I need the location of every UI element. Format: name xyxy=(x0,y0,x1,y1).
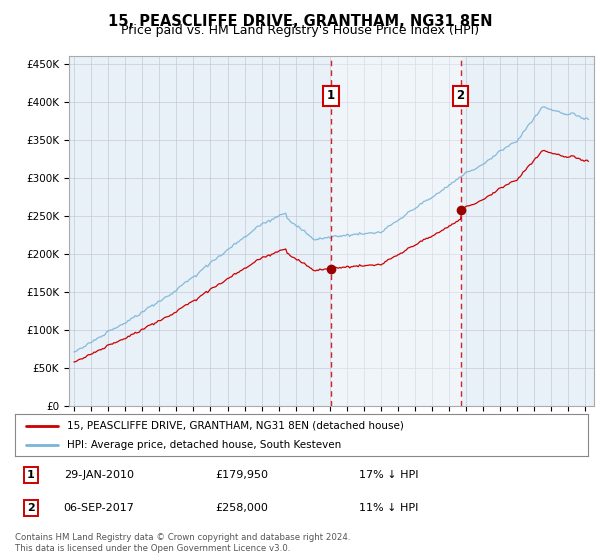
Text: £258,000: £258,000 xyxy=(215,503,268,513)
Text: Contains HM Land Registry data © Crown copyright and database right 2024.
This d: Contains HM Land Registry data © Crown c… xyxy=(15,533,350,553)
Text: 2: 2 xyxy=(27,503,35,513)
Text: £179,950: £179,950 xyxy=(215,470,269,480)
Text: 1: 1 xyxy=(27,470,35,480)
Text: 17% ↓ HPI: 17% ↓ HPI xyxy=(359,470,418,480)
Text: 06-SEP-2017: 06-SEP-2017 xyxy=(64,503,134,513)
Text: HPI: Average price, detached house, South Kesteven: HPI: Average price, detached house, Sout… xyxy=(67,440,341,450)
Text: 2: 2 xyxy=(457,89,464,102)
Text: Price paid vs. HM Land Registry's House Price Index (HPI): Price paid vs. HM Land Registry's House … xyxy=(121,24,479,37)
Text: 11% ↓ HPI: 11% ↓ HPI xyxy=(359,503,418,513)
Text: 15, PEASCLIFFE DRIVE, GRANTHAM, NG31 8EN: 15, PEASCLIFFE DRIVE, GRANTHAM, NG31 8EN xyxy=(108,14,492,29)
Text: 1: 1 xyxy=(327,89,335,102)
Text: 15, PEASCLIFFE DRIVE, GRANTHAM, NG31 8EN (detached house): 15, PEASCLIFFE DRIVE, GRANTHAM, NG31 8EN… xyxy=(67,421,403,431)
Bar xyxy=(331,56,461,406)
Text: 29-JAN-2010: 29-JAN-2010 xyxy=(64,470,134,480)
